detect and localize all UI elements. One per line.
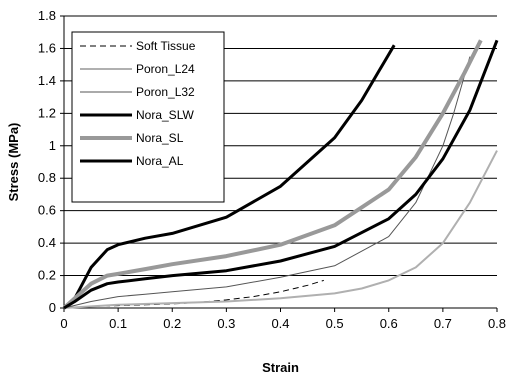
x-tick-label: 0.8 <box>488 316 506 331</box>
x-tick-labels: 0 0.1 0.2 0.3 0.4 0.5 0.6 0.7 0.8 <box>60 316 506 331</box>
y-tick-label: 0.4 <box>38 235 56 250</box>
y-tick-label: 0.2 <box>38 268 56 283</box>
x-tick-label: 0.2 <box>163 316 181 331</box>
legend-label: Poron_L32 <box>136 85 195 99</box>
y-tick-label: 1.4 <box>38 73 56 88</box>
y-tick-label: 0 <box>49 300 56 315</box>
x-tick-label: 0.7 <box>434 316 452 331</box>
series-line-nora-al <box>63 39 499 310</box>
y-axis-label: Stress (MPa) <box>6 123 21 202</box>
series-line-nora-slw <box>62 44 396 310</box>
legend: Soft Tissue Poron_L24 Poron_L32 Nora_SLW Nor… <box>71 31 225 203</box>
legend-label: Soft Tissue <box>136 39 196 53</box>
legend-label: Nora_SL <box>136 131 184 145</box>
x-tick-label: 0.1 <box>109 316 127 331</box>
series-lines <box>62 39 499 310</box>
y-tick-label: 1.6 <box>38 40 56 55</box>
x-axis-label: Strain <box>262 360 299 375</box>
y-tick-label: 0.8 <box>38 170 56 185</box>
y-tick-label: 1 <box>49 138 56 153</box>
x-tick-label: 0 <box>60 316 67 331</box>
x-tick-label: 0.4 <box>271 316 289 331</box>
series-line-poron-l32 <box>63 56 471 309</box>
legend-label: Poron_L24 <box>136 62 195 76</box>
series-line-nora-sl <box>62 39 483 310</box>
axes <box>60 15 498 312</box>
legend-label: Nora_AL <box>136 154 184 168</box>
y-tick-label: 0.6 <box>38 203 56 218</box>
series-line-poron-l24 <box>63 150 498 309</box>
y-tick-label: 1.8 <box>38 8 56 23</box>
x-tick-label: 0.5 <box>326 316 344 331</box>
x-tick-label: 0.3 <box>217 316 235 331</box>
y-tick-label: 1.2 <box>38 105 56 120</box>
legend-box <box>71 31 225 203</box>
y-tick-labels: 0 0.2 0.4 0.6 0.8 1 1.2 1.4 1.6 1.8 <box>38 8 56 315</box>
x-tick-label: 0.6 <box>380 316 398 331</box>
legend-label: Nora_SLW <box>136 108 194 122</box>
